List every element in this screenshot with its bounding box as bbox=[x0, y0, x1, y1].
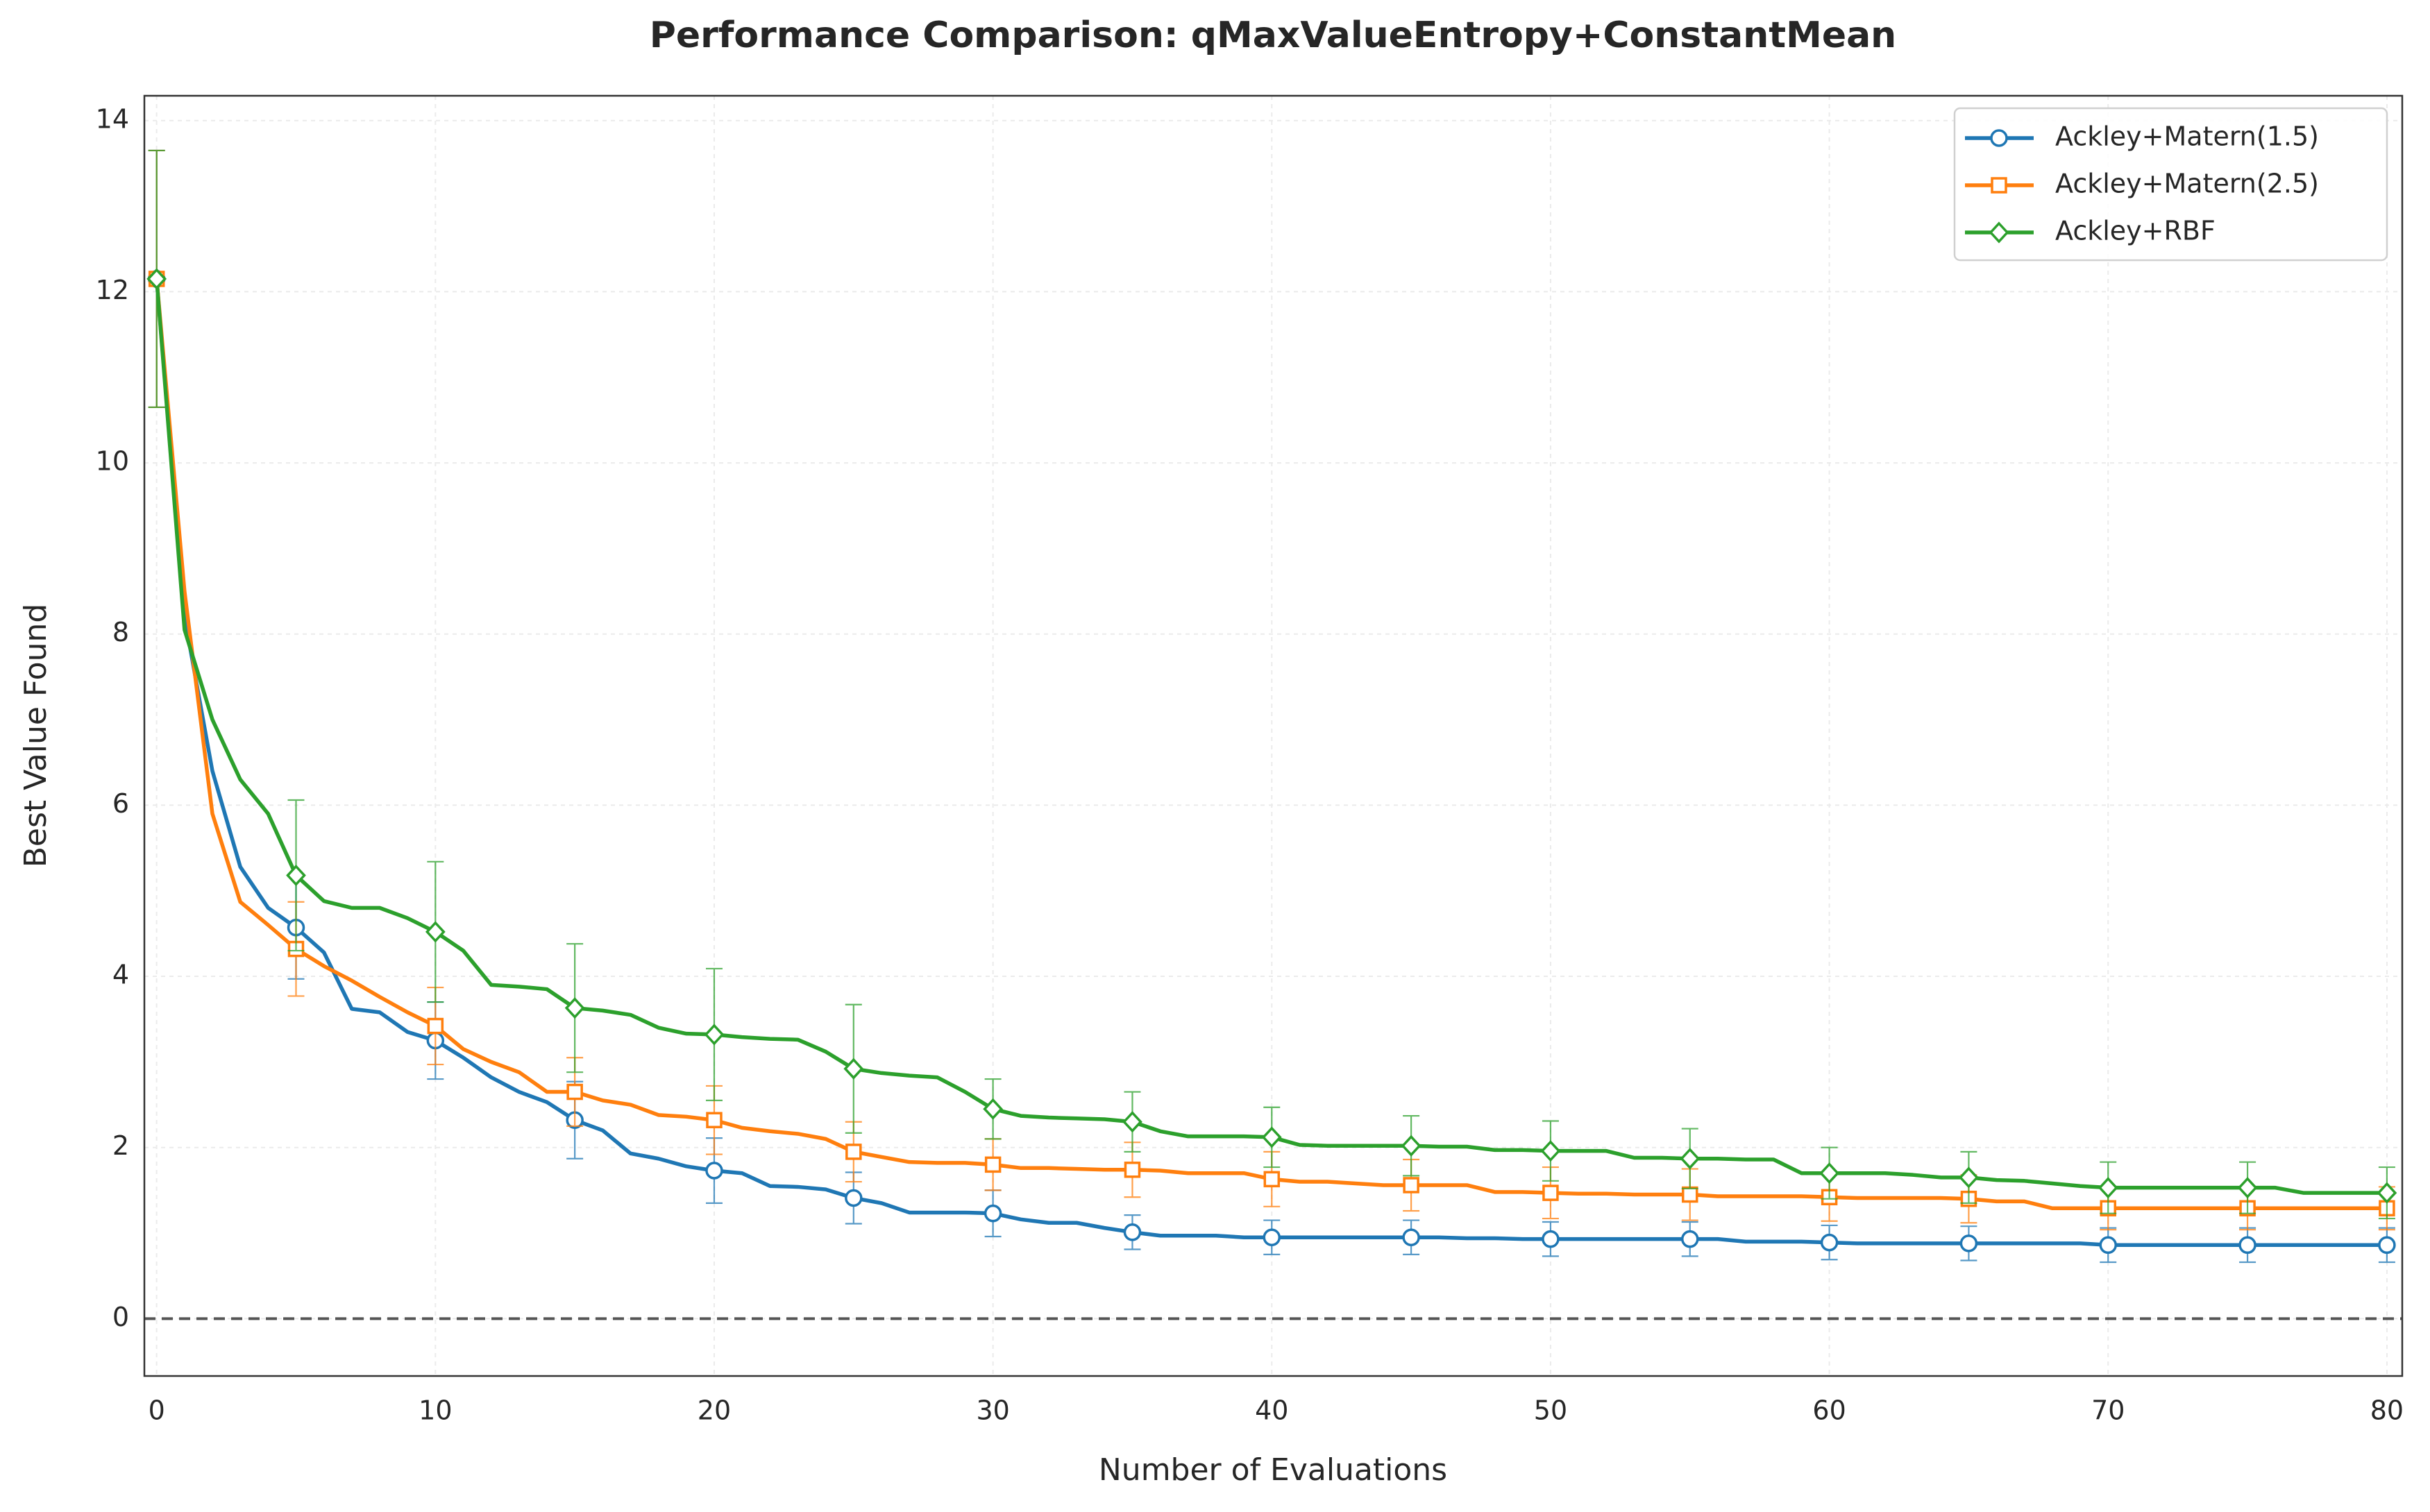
marker bbox=[1124, 1162, 1141, 1178]
marker bbox=[146, 268, 167, 290]
x-tick-label: 0 bbox=[149, 1395, 165, 1426]
y-tick-label: 8 bbox=[112, 617, 129, 647]
marker bbox=[1263, 1171, 1281, 1188]
x-tick-label: 60 bbox=[1812, 1395, 1846, 1426]
y-tick-label: 6 bbox=[112, 788, 129, 819]
y-tick-label: 12 bbox=[96, 275, 129, 305]
plot-frame bbox=[143, 94, 2404, 1377]
marker bbox=[984, 1156, 1002, 1173]
marker bbox=[705, 1162, 723, 1180]
legend-box bbox=[1953, 107, 2388, 262]
legend-marker bbox=[1990, 129, 2008, 147]
x-tick-label: 20 bbox=[698, 1395, 731, 1426]
x-axis-label: Number of Evaluations bbox=[1099, 1452, 1447, 1488]
x-tick-label: 10 bbox=[419, 1395, 452, 1426]
marker bbox=[1959, 1234, 1978, 1252]
marker bbox=[427, 1017, 444, 1035]
marker bbox=[2098, 1177, 2118, 1199]
marker bbox=[983, 1098, 1004, 1120]
marker bbox=[1682, 1186, 1698, 1203]
marker bbox=[1122, 1111, 1142, 1133]
marker bbox=[1959, 1166, 1979, 1189]
y-tick-label: 14 bbox=[96, 103, 129, 134]
marker bbox=[2237, 1177, 2258, 1199]
marker bbox=[1123, 1223, 1142, 1241]
marker bbox=[2238, 1236, 2256, 1255]
y-axis-label: Best Value Found bbox=[18, 604, 53, 868]
marker bbox=[704, 1023, 725, 1046]
y-tick-label: 4 bbox=[112, 960, 129, 990]
legend-marker bbox=[1989, 221, 2009, 244]
marker bbox=[1261, 1126, 1282, 1148]
legend-label: Ackley+Matern(2.5) bbox=[2055, 169, 2319, 199]
marker bbox=[984, 1204, 1002, 1223]
legend-marker bbox=[1991, 177, 2007, 194]
marker bbox=[845, 1189, 863, 1207]
marker bbox=[843, 1057, 864, 1080]
x-tick-label: 50 bbox=[1534, 1395, 1567, 1426]
marker bbox=[2099, 1236, 2118, 1255]
x-tick-label: 70 bbox=[2091, 1395, 2125, 1426]
marker bbox=[1540, 1140, 1561, 1162]
series bbox=[146, 149, 2397, 1220]
x-tick-label: 40 bbox=[1255, 1395, 1288, 1426]
marker bbox=[1263, 1228, 1281, 1246]
x-tick-label: 80 bbox=[2370, 1395, 2404, 1426]
marker bbox=[845, 1144, 862, 1160]
marker bbox=[1681, 1230, 1699, 1248]
marker bbox=[1680, 1148, 1701, 1170]
y-tick-label: 0 bbox=[112, 1302, 129, 1332]
legend-label: Ackley+Matern(1.5) bbox=[2055, 121, 2319, 152]
marker bbox=[1542, 1230, 1560, 1248]
y-tick-label: 2 bbox=[112, 1130, 129, 1161]
marker bbox=[1819, 1162, 1839, 1184]
chart-title: Performance Comparison: qMaxValueEntropy… bbox=[650, 15, 1896, 56]
marker bbox=[706, 1112, 723, 1128]
marker bbox=[425, 921, 446, 943]
marker bbox=[1542, 1184, 1559, 1201]
x-tick-label: 30 bbox=[976, 1395, 1009, 1426]
legend-label: Ackley+RBF bbox=[2055, 216, 2216, 246]
marker bbox=[566, 1083, 583, 1101]
marker bbox=[1403, 1177, 1419, 1194]
marker bbox=[1820, 1233, 1839, 1252]
marker bbox=[2377, 1182, 2397, 1204]
marker bbox=[286, 864, 306, 887]
marker bbox=[2378, 1236, 2396, 1255]
marker bbox=[1402, 1228, 1420, 1246]
y-tick-label: 10 bbox=[96, 446, 129, 477]
marker bbox=[1401, 1135, 1421, 1157]
marker bbox=[564, 997, 585, 1019]
